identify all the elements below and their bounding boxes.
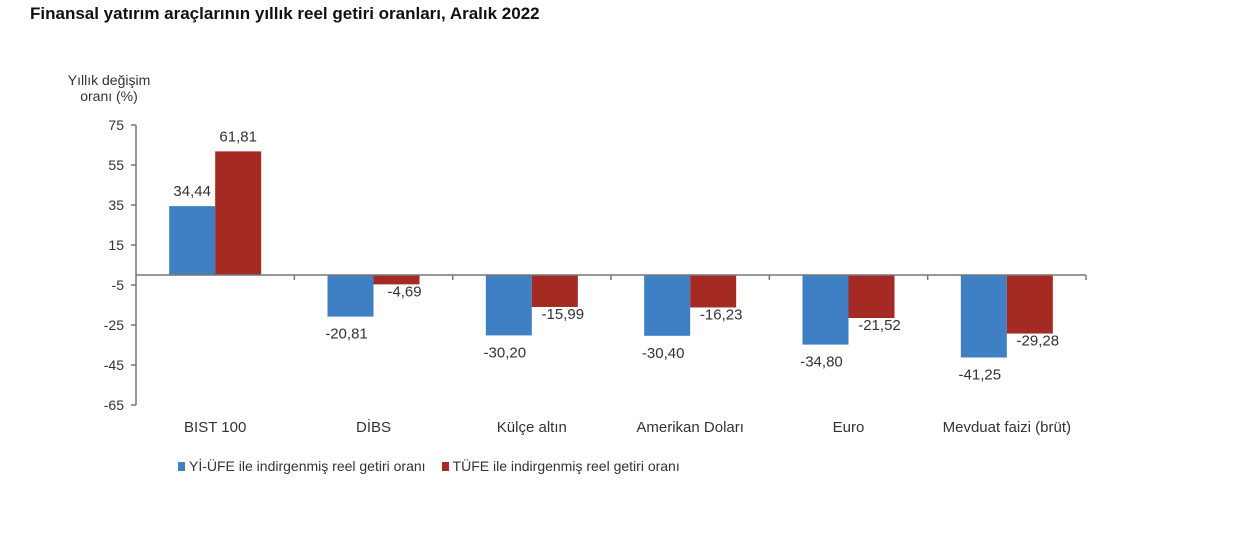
y-tick-label: 35 (108, 197, 124, 213)
bar (485, 275, 532, 336)
bar (373, 275, 420, 285)
data-label: -15,99 (542, 306, 585, 323)
y-tick-label: 75 (108, 117, 124, 133)
bar (215, 151, 262, 275)
legend-swatch-blue (178, 461, 185, 471)
data-label: -30,40 (642, 345, 685, 362)
data-label: -34,80 (800, 354, 843, 371)
data-label: 61,81 (219, 128, 257, 145)
data-label: -30,20 (484, 344, 527, 361)
bar (327, 275, 374, 317)
bar (169, 206, 216, 275)
data-label: -16,23 (700, 306, 743, 323)
y-tick-label: -5 (112, 277, 125, 293)
bar (690, 275, 737, 308)
bar (802, 275, 849, 345)
y-tick-label: 15 (108, 237, 124, 253)
y-axis-label-line2: oranı (%) (80, 88, 138, 104)
category-label: BIST 100 (184, 419, 246, 436)
bar (960, 275, 1007, 358)
bar (1006, 275, 1053, 334)
legend-swatch-red (441, 461, 449, 471)
y-axis-label-line1: Yıllık değişim (67, 72, 151, 88)
legend-label: TÜFE ile indirgenmiş reel getiri oranı (452, 458, 680, 474)
category-label: Euro (833, 419, 865, 436)
data-label: -29,28 (1017, 333, 1060, 350)
bar (848, 275, 895, 319)
y-tick-label: 55 (108, 157, 124, 173)
y-tick-label: -65 (104, 397, 124, 413)
data-label: -4,69 (387, 283, 421, 300)
y-axis-label: Yıllık değişim oranı (%) (64, 72, 154, 104)
data-label: 34,44 (173, 183, 211, 200)
legend-item-yi-ufe: Yİ-ÜFE ile indirgenmiş reel getiri oranı (178, 458, 426, 474)
data-label: -41,25 (959, 367, 1002, 384)
data-label: -21,52 (858, 317, 901, 334)
y-tick-label: -45 (104, 357, 124, 373)
category-label: Mevduat faizi (brüt) (943, 419, 1071, 436)
legend-item-tufe: TÜFE ile indirgenmiş reel getiri oranı (441, 458, 680, 474)
category-label: DİBS (356, 418, 391, 436)
y-tick-label: -25 (104, 317, 124, 333)
legend: Yİ-ÜFE ile indirgenmiş reel getiri oranı… (178, 458, 680, 474)
bar (531, 275, 578, 307)
category-label: Amerikan Doları (636, 419, 744, 436)
bar (644, 275, 691, 336)
category-label: Külçe altın (497, 419, 567, 436)
chart-title: Finansal yatırım araçlarının yıllık reel… (30, 4, 540, 23)
data-label: -20,81 (325, 326, 368, 343)
legend-label: Yİ-ÜFE ile indirgenmiş reel getiri oranı (189, 458, 426, 474)
